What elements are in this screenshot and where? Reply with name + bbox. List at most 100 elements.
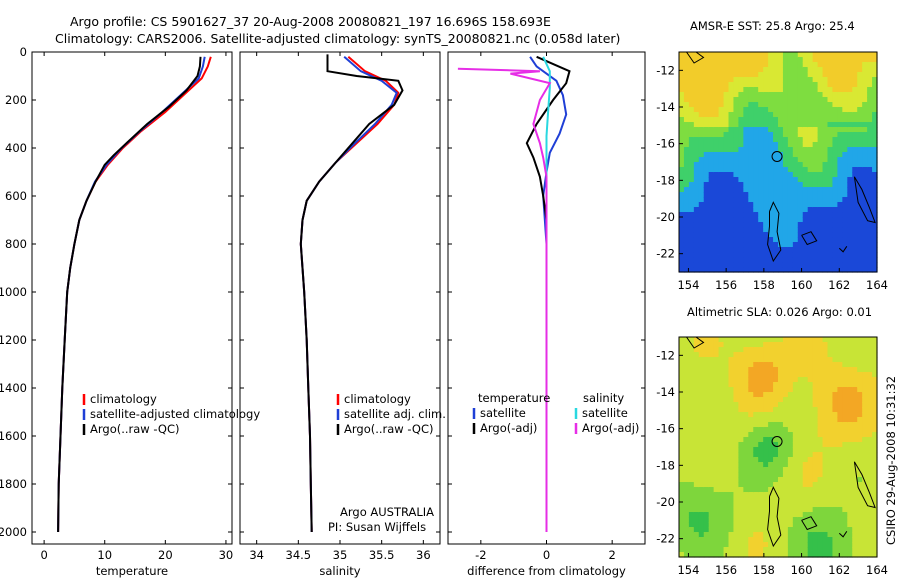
map-cell — [852, 112, 858, 118]
map-cell — [832, 87, 838, 93]
map-cell — [822, 197, 829, 203]
map-cell — [723, 117, 730, 123]
map-sla-title: Altimetric SLA: 0.026 Argo: 0.01 — [687, 305, 873, 319]
map-cell — [817, 377, 824, 383]
map-cell — [852, 167, 858, 173]
map-cell — [688, 77, 695, 83]
map-cell — [718, 407, 725, 413]
map-cell — [837, 237, 843, 243]
map-cell — [703, 122, 710, 128]
map-cell — [847, 182, 853, 188]
map-cell — [738, 357, 744, 363]
map-cell — [782, 537, 789, 543]
map-cell — [872, 372, 878, 378]
map-cell — [753, 212, 759, 218]
map-cell — [708, 172, 715, 178]
map-cell — [763, 547, 769, 553]
map-cell — [778, 342, 784, 348]
map-cell — [822, 347, 829, 353]
map-cell — [693, 412, 700, 418]
map-cell — [723, 462, 730, 468]
map-cell — [708, 147, 715, 153]
map-cell — [807, 462, 814, 468]
map-cell — [842, 237, 848, 243]
coastline-contour — [801, 516, 818, 531]
map-cell — [857, 357, 863, 363]
map-cell — [827, 462, 834, 468]
map-cell — [832, 227, 838, 233]
map-cell — [842, 452, 848, 458]
map-cell — [723, 257, 730, 263]
map-cell — [763, 132, 769, 138]
map-cell — [807, 232, 814, 238]
map-cell — [832, 357, 838, 363]
map-cell — [852, 497, 858, 503]
map-cell — [728, 512, 735, 518]
map-cell — [688, 462, 695, 468]
map-cell — [693, 437, 700, 443]
map-cell — [773, 512, 779, 518]
map-cell — [698, 97, 705, 103]
map-cell — [847, 142, 853, 148]
map-cell — [753, 337, 759, 343]
map-cell — [867, 147, 873, 153]
map-cell — [782, 92, 789, 98]
map-cell — [693, 172, 700, 178]
map-cell — [688, 472, 695, 478]
map-cell — [827, 52, 834, 58]
map-cell — [773, 262, 779, 268]
map-cell — [797, 112, 804, 118]
map-cell — [693, 352, 700, 358]
map-cell — [768, 422, 774, 428]
map-y-tick-label: -22 — [656, 532, 675, 546]
profile-panel-temperature — [31, 51, 233, 545]
map-cell — [842, 342, 848, 348]
map-cell — [748, 107, 754, 113]
map-cell — [768, 477, 774, 483]
map-cell — [807, 447, 814, 453]
map-cell — [827, 177, 834, 183]
map-cell — [688, 497, 695, 503]
map-cell — [703, 537, 710, 543]
map-cell — [688, 252, 695, 258]
map-cell — [787, 222, 794, 228]
map-cell — [683, 252, 690, 258]
y-tick-label: 200 — [5, 93, 27, 107]
map-cell — [738, 397, 744, 403]
map-cell — [827, 62, 834, 68]
map-cell — [827, 172, 834, 178]
map-cell — [718, 92, 725, 98]
map-cell — [862, 387, 868, 393]
legend-diff-salinity: salinity — [583, 391, 624, 405]
map-cell — [857, 347, 863, 353]
map-cell — [703, 382, 710, 388]
map-cell — [812, 352, 819, 358]
map-cell — [792, 257, 799, 263]
map-cell — [807, 182, 814, 188]
map-cell — [738, 167, 744, 173]
map-cell — [872, 462, 878, 468]
map-cell — [763, 52, 769, 58]
map-cell — [827, 512, 834, 518]
map-cell — [807, 452, 814, 458]
map-cell — [713, 52, 720, 58]
map-cell — [773, 212, 779, 218]
map-cell — [768, 432, 774, 438]
map-cell — [778, 132, 784, 138]
map-cell — [703, 132, 710, 138]
map-cell — [778, 472, 784, 478]
float-position-marker — [771, 151, 783, 162]
map-cell — [688, 357, 695, 363]
map-cell — [807, 202, 814, 208]
map-cell — [847, 267, 853, 273]
map-cell — [837, 522, 843, 528]
map-cell — [693, 117, 700, 123]
map-cell — [753, 442, 759, 448]
map-cell — [862, 467, 868, 473]
map-cell — [713, 532, 720, 538]
map-cell — [758, 172, 764, 178]
map-cell — [857, 547, 863, 553]
map-cell — [708, 262, 715, 268]
map-cell — [718, 467, 725, 473]
map-cell — [832, 402, 838, 408]
